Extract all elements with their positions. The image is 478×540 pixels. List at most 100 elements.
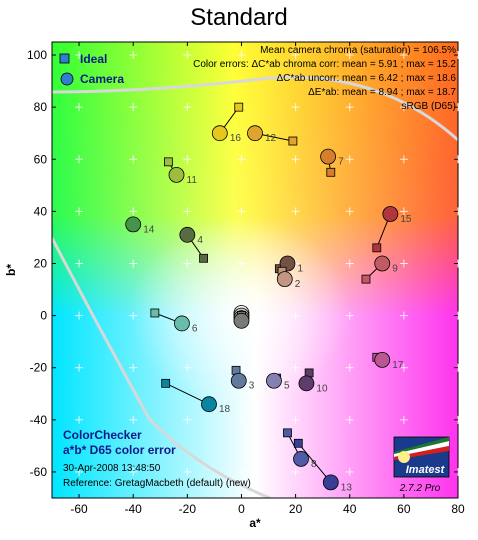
patch-label: 9	[392, 263, 398, 274]
plot-frame	[51, 41, 459, 499]
imatest-logo: Imatest 2.7.2 Pro	[393, 436, 450, 494]
ideal-marker	[326, 167, 336, 177]
patch-7: 7	[320, 148, 344, 177]
patch-18: 18	[161, 378, 231, 415]
patch-label: 3	[249, 381, 255, 392]
x-tick-label: 40	[343, 502, 357, 516]
patch-label: 12	[265, 133, 277, 144]
ideal-marker	[283, 428, 292, 438]
srgb-gamut-boundary-bottom	[52, 237, 271, 498]
camera-marker	[374, 351, 391, 368]
info-subtitle: a*b* D65 color error	[63, 443, 176, 457]
stat-chroma-corr: Color errors: ΔC*ab chroma corr: mean = …	[193, 59, 456, 70]
patch-3: 3	[230, 365, 255, 392]
ideal-marker	[288, 136, 298, 146]
patch-label: 14	[143, 224, 155, 235]
x-tick-label: 0	[238, 502, 245, 516]
ideal-marker	[234, 102, 244, 112]
patch-16: 16	[211, 102, 244, 144]
info-colorchecker: ColorChecker	[63, 428, 142, 442]
ideal-marker	[150, 308, 160, 318]
stat-delta-e: ΔE*ab: mean = 8.94 ; max = 18.7	[308, 87, 456, 98]
x-tick-label: 80	[451, 502, 465, 516]
camera-marker	[233, 312, 250, 329]
patch-2: 2	[276, 266, 301, 290]
camera-marker	[168, 166, 185, 183]
y-tick-label: 20	[34, 256, 48, 270]
stats-block: Mean camera chroma (saturation) = 106.5%…	[193, 45, 456, 112]
camera-marker	[298, 375, 315, 392]
stat-mean-chroma: Mean camera chroma (saturation) = 106.5%	[260, 45, 456, 56]
logo-version: 2.7.2 Pro	[399, 483, 441, 494]
legend-camera-label: Camera	[80, 72, 124, 86]
legend-ideal-label: Ideal	[80, 52, 107, 66]
patch-label: 7	[338, 157, 344, 168]
camera-marker	[276, 271, 293, 288]
patch-label: 11	[187, 175, 198, 186]
camera-marker	[247, 125, 263, 142]
patch-label: 8	[311, 459, 317, 470]
y-axis-label: b*	[4, 264, 18, 276]
patch-6: 6	[150, 308, 198, 334]
legend-camera-marker	[60, 72, 74, 86]
y-tick-label: 100	[27, 48, 47, 62]
patch-10: 10	[298, 368, 328, 394]
camera-marker	[374, 255, 391, 272]
patch-label: 4	[197, 235, 203, 246]
ideal-marker	[361, 274, 371, 284]
info-date: 30-Apr-2008 13:48:50	[63, 463, 161, 474]
x-tick-label: -20	[179, 502, 197, 516]
camera-marker	[125, 216, 142, 233]
page-title: Standard	[190, 4, 288, 31]
patch-label: 1	[297, 263, 303, 274]
legend-ideal-marker	[59, 53, 70, 64]
x-axis-ticks: -60 -40 -20 0 20 40 60 80	[70, 42, 465, 516]
ideal-marker	[372, 243, 382, 253]
patch-label: 6	[192, 323, 198, 334]
patch-15: 15	[372, 206, 412, 253]
patch-neutral	[233, 311, 250, 329]
camera-marker	[322, 474, 339, 491]
ideal-marker	[161, 378, 171, 388]
x-tick-label: 60	[397, 502, 411, 516]
info-block: ColorChecker a*b* D65 color error 30-Apr…	[63, 428, 251, 489]
ideal-marker	[163, 157, 173, 167]
ideal-marker	[293, 438, 303, 448]
info-reference: Reference: GretagMacbeth (default) (new)	[63, 478, 251, 489]
camera-marker	[174, 315, 190, 332]
y-axis-ticks: -60 -40 -20 0 20 40 60 80 100	[27, 48, 458, 479]
patch-label: 17	[392, 360, 404, 371]
ideal-marker	[199, 253, 208, 263]
camera-marker	[293, 451, 309, 467]
patch-17: 17	[372, 351, 404, 371]
patch-label: 18	[219, 404, 231, 415]
error-line	[297, 442, 332, 483]
color-gamut-background	[52, 42, 458, 498]
patch-label: 2	[295, 279, 301, 290]
patch-label: 13	[341, 482, 353, 493]
patch-label: 15	[400, 214, 412, 225]
patch-label: 16	[230, 133, 242, 144]
camera-marker	[179, 226, 196, 243]
y-tick-label: 60	[34, 152, 48, 166]
y-tick-label: -20	[30, 361, 48, 375]
camera-marker	[266, 372, 282, 389]
camera-marker	[201, 396, 217, 413]
camera-marker	[230, 372, 247, 389]
patch-label: 5	[284, 381, 290, 392]
stat-colorspace: sRGB (D65)	[402, 101, 456, 112]
patch-12: 12	[247, 125, 298, 146]
patch-11: 11	[163, 157, 198, 186]
x-tick-label: 20	[289, 502, 303, 516]
srgb-gamut-boundary-top	[52, 75, 458, 142]
logo-name: Imatest	[406, 464, 446, 476]
x-tick-label: -60	[70, 502, 88, 516]
patch-4: 4	[179, 226, 208, 263]
y-tick-label: 0	[40, 309, 47, 323]
y-tick-label: 40	[34, 204, 48, 218]
patch-14: 14	[125, 216, 155, 235]
error-line	[165, 382, 210, 405]
patch-5: 5	[266, 372, 290, 392]
